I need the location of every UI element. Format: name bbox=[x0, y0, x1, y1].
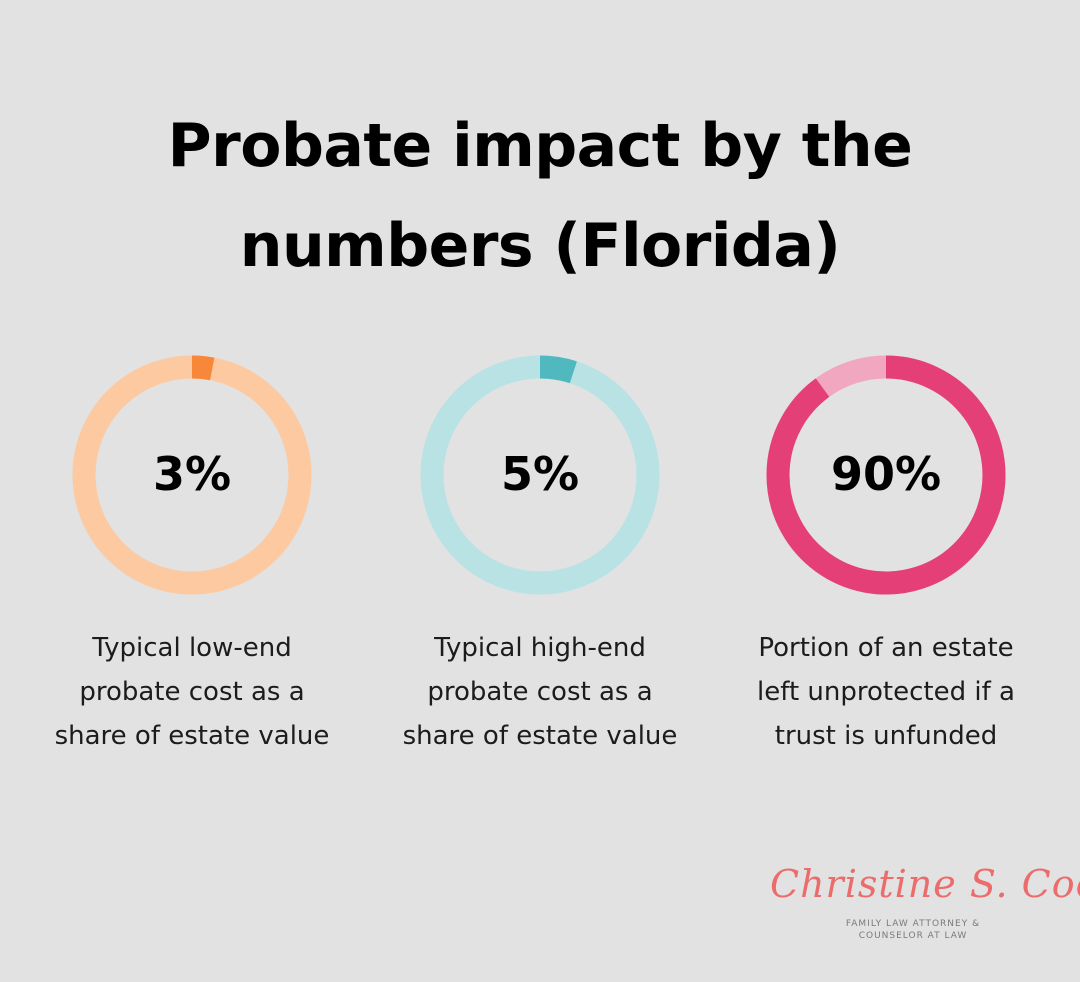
title-line-2: numbers (Florida) bbox=[239, 211, 841, 281]
caption-line: Typical low-end bbox=[92, 633, 292, 663]
donut-filled-segment bbox=[539, 355, 577, 384]
stat-caption: Portion of an estate left unprotected if… bbox=[716, 626, 1056, 758]
brand-logo: Christine S. Cook FAMILY LAW ATTORNEY & … bbox=[760, 860, 1080, 950]
percentage-label: 3% bbox=[153, 447, 231, 501]
donut-chart: 3% bbox=[72, 355, 312, 595]
stat-low-end-cost: 3% Typical low-end probate cost as a sha… bbox=[22, 350, 362, 751]
logo-subtitle-line: FAMILY LAW ATTORNEY & bbox=[845, 919, 981, 929]
caption-line: left unprotected if a bbox=[757, 677, 1015, 707]
page-title: Probate impact by the numbers (Florida) bbox=[0, 96, 1080, 296]
caption-line: share of estate value bbox=[402, 721, 678, 751]
caption-line: probate cost as a bbox=[427, 677, 653, 707]
percentage-label: 90% bbox=[831, 447, 941, 501]
caption-line: share of estate value bbox=[54, 721, 330, 751]
caption-line: Typical high-end bbox=[434, 633, 646, 663]
logo-name: Christine S. Cook bbox=[770, 862, 1080, 906]
percentage-label: 5% bbox=[501, 447, 579, 501]
logo-subtitle-line: COUNSELOR AT LAW bbox=[858, 931, 968, 941]
donut-filled-segment bbox=[191, 355, 215, 381]
caption-line: Portion of an estate bbox=[758, 633, 1014, 663]
stat-unprotected-estate: 90% Portion of an estate left unprotecte… bbox=[716, 350, 1056, 751]
donut-filled-segment bbox=[766, 355, 1006, 595]
donut-chart: 90% bbox=[766, 355, 1006, 595]
caption-line: probate cost as a bbox=[79, 677, 305, 707]
donut-chart: 5% bbox=[420, 355, 660, 595]
title-line-1: Probate impact by the bbox=[167, 111, 913, 181]
caption-line: trust is unfunded bbox=[774, 721, 998, 751]
stat-high-end-cost: 5% Typical high-end probate cost as a sh… bbox=[370, 350, 710, 751]
stat-caption: Typical low-end probate cost as a share … bbox=[22, 626, 362, 758]
logo-subtitle: FAMILY LAW ATTORNEY & COUNSELOR AT LAW bbox=[828, 918, 998, 942]
stat-caption: Typical high-end probate cost as a share… bbox=[370, 626, 710, 758]
